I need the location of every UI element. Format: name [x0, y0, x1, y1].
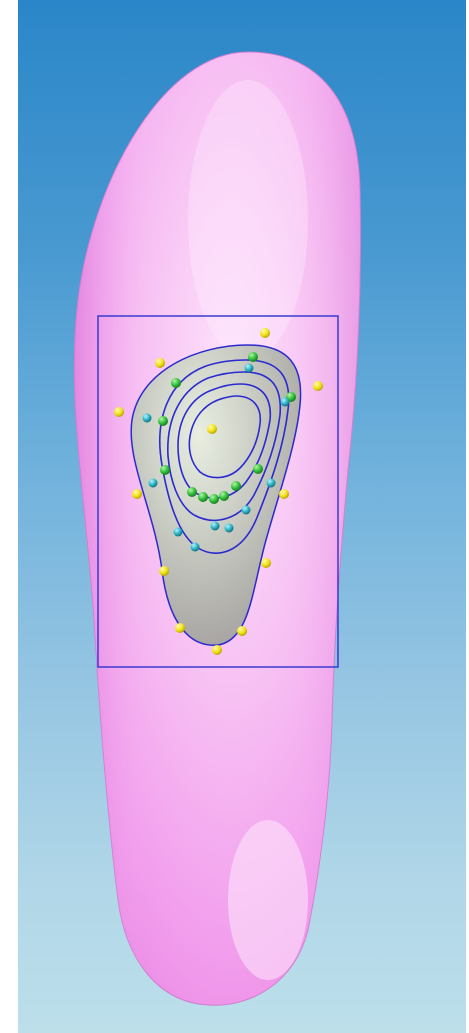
control-point-cyan[interactable]	[173, 527, 183, 537]
control-point-yellow[interactable]	[114, 407, 124, 417]
control-point-green[interactable]	[187, 487, 197, 497]
control-point-cyan[interactable]	[244, 363, 254, 373]
control-point-cyan[interactable]	[280, 397, 290, 407]
control-point-green[interactable]	[171, 378, 181, 388]
control-point-green[interactable]	[160, 465, 170, 475]
insole-highlight	[228, 820, 308, 980]
control-point-yellow[interactable]	[155, 358, 165, 368]
control-point-cyan[interactable]	[241, 505, 251, 515]
control-point-yellow[interactable]	[207, 424, 217, 434]
control-point-yellow[interactable]	[132, 489, 142, 499]
control-points	[114, 328, 323, 655]
control-point-green[interactable]	[198, 492, 208, 502]
control-point-yellow[interactable]	[159, 566, 169, 576]
selection-box[interactable]	[97, 315, 339, 668]
control-point-yellow[interactable]	[212, 645, 222, 655]
control-point-green[interactable]	[253, 464, 263, 474]
control-point-cyan[interactable]	[142, 413, 152, 423]
control-point-cyan[interactable]	[210, 521, 220, 531]
control-point-cyan[interactable]	[190, 542, 200, 552]
3d-canvas[interactable]	[18, 0, 466, 1033]
control-point-yellow[interactable]	[175, 623, 185, 633]
contour-line-4	[188, 395, 262, 479]
control-point-yellow[interactable]	[237, 626, 247, 636]
control-point-green[interactable]	[219, 491, 229, 501]
insole-highlight-top	[188, 80, 308, 360]
insole-scene[interactable]	[18, 0, 466, 1033]
control-point-green[interactable]	[231, 481, 241, 491]
control-point-green[interactable]	[158, 416, 168, 426]
control-point-green[interactable]	[209, 494, 219, 504]
contour-line-2	[167, 371, 282, 522]
control-point-cyan[interactable]	[148, 478, 158, 488]
control-point-cyan[interactable]	[266, 478, 276, 488]
control-point-yellow[interactable]	[279, 489, 289, 499]
control-point-yellow[interactable]	[313, 381, 323, 391]
control-point-green[interactable]	[248, 352, 258, 362]
control-point-yellow[interactable]	[260, 328, 270, 338]
control-point-yellow[interactable]	[261, 558, 271, 568]
control-point-cyan[interactable]	[224, 523, 234, 533]
